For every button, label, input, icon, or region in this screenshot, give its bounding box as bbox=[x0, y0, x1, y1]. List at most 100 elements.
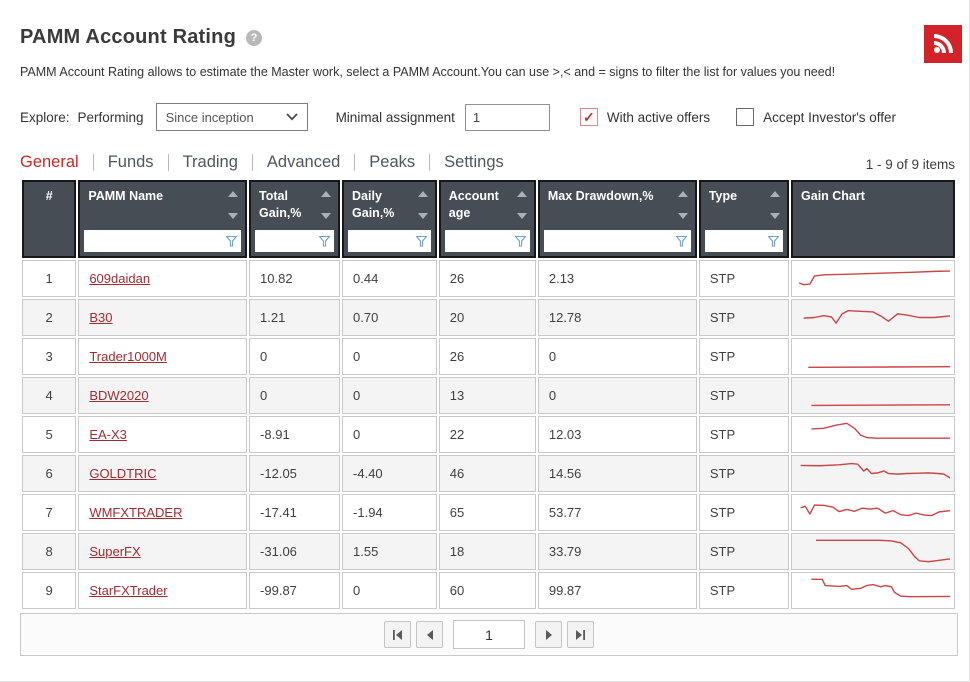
filter-funnel-icon[interactable] bbox=[319, 235, 331, 247]
column-header-pamm-name[interactable]: PAMM Name bbox=[78, 180, 248, 258]
cell-account-age: 13 bbox=[438, 377, 536, 414]
first-page-button[interactable] bbox=[384, 621, 411, 648]
accept-investors-offer-checkbox[interactable]: Accept Investor's offer bbox=[736, 108, 896, 126]
help-icon[interactable]: ? bbox=[246, 29, 263, 46]
checkbox-box[interactable] bbox=[736, 108, 755, 126]
gain-sparkline bbox=[796, 380, 950, 411]
pamm-account-link[interactable]: StarFXTrader bbox=[89, 583, 168, 598]
pamm-account-link[interactable]: EA-X3 bbox=[89, 427, 127, 442]
table-row: 7 WMFXTRADER -17.41 -1.94 65 53.77 STP bbox=[22, 494, 955, 531]
cell-total-gain: -99.87 bbox=[249, 572, 341, 609]
pamm-account-link[interactable]: SuperFX bbox=[89, 544, 141, 559]
prev-page-button[interactable] bbox=[416, 621, 443, 648]
filter-input[interactable] bbox=[84, 230, 227, 252]
column-label: Total Gain,% bbox=[259, 189, 302, 220]
filter-input[interactable] bbox=[348, 230, 416, 252]
pamm-account-link[interactable]: BDW2020 bbox=[89, 388, 149, 403]
column-header-daily-gain[interactable]: Daily Gain,% bbox=[342, 180, 437, 258]
cell-total-gain: 1.21 bbox=[249, 299, 341, 336]
column-label: Account age bbox=[448, 189, 499, 220]
filter-funnel-icon[interactable] bbox=[675, 235, 687, 247]
next-page-icon bbox=[545, 629, 552, 640]
pagination-bar bbox=[20, 613, 958, 656]
cell-max-drawdown: 33.79 bbox=[537, 533, 697, 570]
last-page-icon bbox=[576, 629, 585, 640]
pamm-account-link[interactable]: GOLDTRIC bbox=[89, 466, 157, 481]
next-page-button[interactable] bbox=[535, 621, 562, 648]
gain-sparkline bbox=[796, 458, 950, 489]
pamm-account-link[interactable]: Trader1000M bbox=[89, 349, 167, 364]
cell-name: Trader1000M bbox=[78, 338, 248, 375]
cell-daily-gain: -1.94 bbox=[342, 494, 437, 531]
cell-name: WMFXTRADER bbox=[78, 494, 248, 531]
pamm-account-link[interactable]: B30 bbox=[89, 310, 113, 325]
with-active-offers-checkbox[interactable]: ✓ With active offers bbox=[579, 108, 710, 126]
tab-general[interactable]: General bbox=[20, 153, 79, 171]
sort-desc-icon[interactable] bbox=[516, 213, 527, 219]
cell-daily-gain: 0 bbox=[342, 416, 437, 453]
cell-daily-gain: 0 bbox=[342, 338, 437, 375]
sort-desc-icon[interactable] bbox=[770, 213, 781, 219]
column-header-total-gain[interactable]: Total Gain,% bbox=[249, 180, 341, 258]
cell-num: 7 bbox=[22, 494, 77, 531]
column-header-account-age[interactable]: Account age bbox=[438, 180, 536, 258]
filter-input[interactable] bbox=[704, 230, 769, 252]
cell-type: STP bbox=[698, 416, 790, 453]
tab-peaks[interactable]: Peaks bbox=[369, 153, 416, 171]
cell-type: STP bbox=[698, 377, 790, 414]
sort-asc-icon[interactable] bbox=[417, 191, 428, 197]
sort-asc-icon[interactable] bbox=[516, 191, 527, 197]
filter-funnel-icon[interactable] bbox=[514, 235, 526, 247]
checkbox-box[interactable]: ✓ bbox=[579, 108, 598, 126]
tab-separator bbox=[167, 154, 169, 171]
tab-funds[interactable]: Funds bbox=[107, 153, 154, 171]
period-select[interactable]: Since inception bbox=[155, 103, 308, 131]
sort-asc-icon[interactable] bbox=[228, 191, 239, 197]
sort-desc-icon[interactable] bbox=[321, 213, 332, 219]
sort-asc-icon[interactable] bbox=[321, 191, 332, 197]
cell-total-gain: -12.05 bbox=[249, 455, 341, 492]
filter-box bbox=[84, 230, 242, 252]
table-row: 8 SuperFX -31.06 1.55 18 33.79 STP bbox=[22, 533, 955, 570]
cell-name: BDW2020 bbox=[78, 377, 248, 414]
table-row: 9 StarFXTrader -99.87 0 60 99.87 STP bbox=[22, 572, 955, 609]
filter-box bbox=[348, 230, 431, 252]
filter-funnel-icon[interactable] bbox=[226, 235, 238, 247]
sort-desc-icon[interactable] bbox=[228, 213, 239, 219]
tab-settings[interactable]: Settings bbox=[444, 153, 504, 171]
cell-num: 8 bbox=[22, 533, 77, 570]
cell-type: STP bbox=[698, 455, 790, 492]
cell-max-drawdown: 0 bbox=[537, 377, 697, 414]
cell-account-age: 26 bbox=[438, 260, 536, 297]
tab-advanced[interactable]: Advanced bbox=[266, 153, 341, 171]
sort-asc-icon[interactable] bbox=[770, 191, 781, 197]
period-select-value: Since inception bbox=[165, 109, 254, 125]
page-number-input[interactable] bbox=[453, 620, 525, 649]
filter-funnel-icon[interactable] bbox=[415, 235, 427, 247]
column-header-max-drawdown[interactable]: Max Drawdown,% bbox=[537, 180, 697, 258]
cell-account-age: 22 bbox=[438, 416, 536, 453]
last-page-button[interactable] bbox=[567, 621, 594, 648]
cell-num: 1 bbox=[22, 260, 77, 297]
filter-input[interactable] bbox=[255, 230, 320, 252]
sort-desc-icon[interactable] bbox=[417, 213, 428, 219]
tab-separator bbox=[92, 154, 94, 171]
column-header-type[interactable]: Type bbox=[698, 180, 790, 258]
pamm-account-link[interactable]: 609daidan bbox=[89, 271, 151, 286]
filter-funnel-icon[interactable] bbox=[768, 235, 780, 247]
tab-trading[interactable]: Trading bbox=[182, 153, 238, 171]
sort-desc-icon[interactable] bbox=[677, 213, 688, 219]
sort-asc-icon[interactable] bbox=[677, 191, 688, 197]
minimal-assignment-input[interactable] bbox=[464, 103, 550, 131]
gain-sparkline bbox=[796, 497, 950, 528]
cell-max-drawdown: 99.87 bbox=[537, 572, 697, 609]
cell-type: STP bbox=[698, 533, 790, 570]
pamm-account-link[interactable]: WMFXTRADER bbox=[89, 505, 183, 520]
cell-num: 6 bbox=[22, 455, 77, 492]
rss-feed-icon[interactable] bbox=[924, 25, 962, 63]
filter-input[interactable] bbox=[543, 230, 676, 252]
filter-input[interactable] bbox=[444, 230, 515, 252]
cell-gain-chart bbox=[791, 377, 955, 414]
column-label: Type bbox=[708, 189, 738, 203]
